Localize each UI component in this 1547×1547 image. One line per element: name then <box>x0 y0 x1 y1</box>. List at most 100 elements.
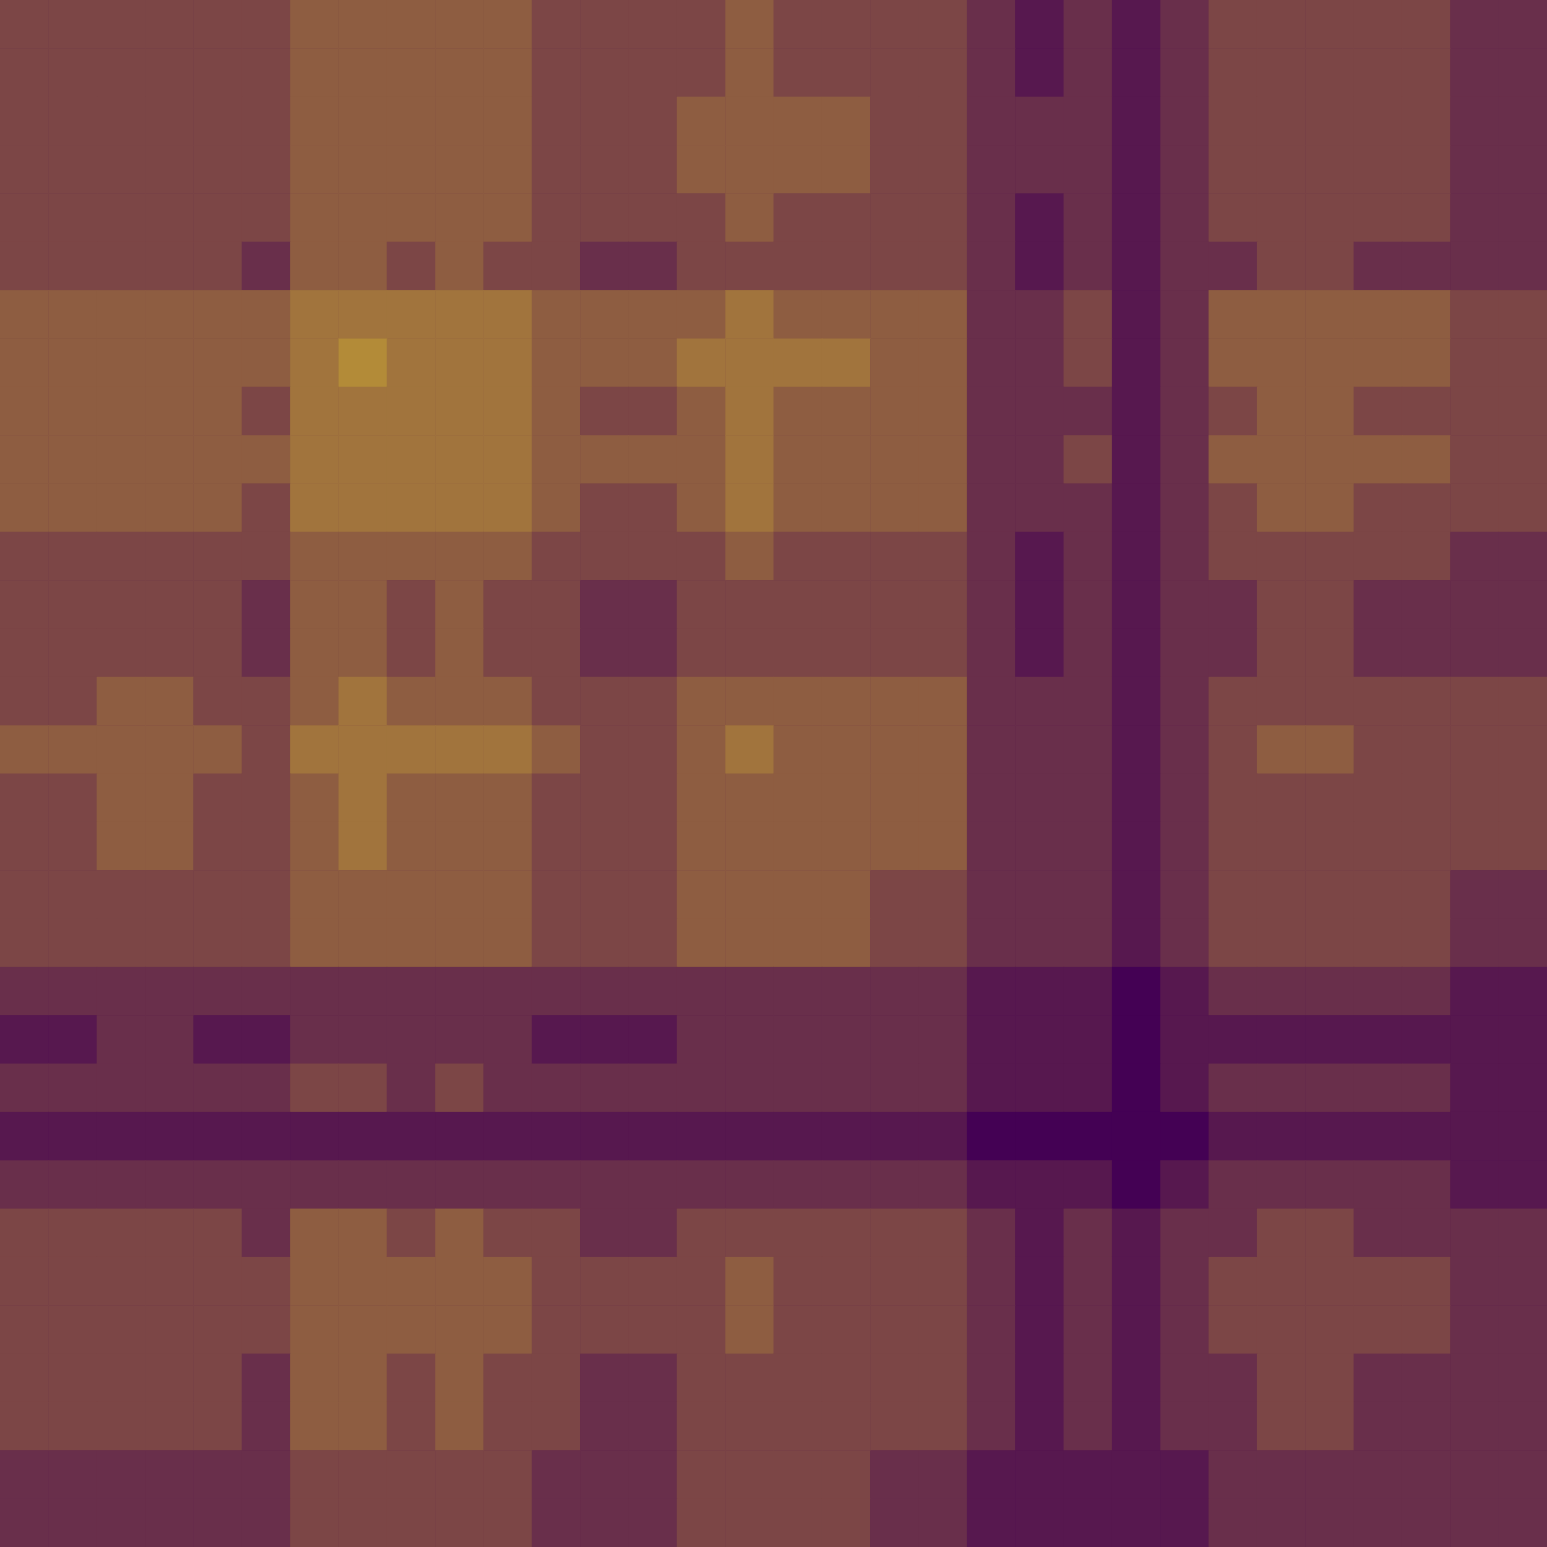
heatmap-cell <box>1450 1354 1499 1403</box>
heatmap-cell <box>435 1015 484 1064</box>
heatmap-cell <box>97 0 146 49</box>
heatmap-cell <box>0 822 49 871</box>
heatmap-cell <box>0 435 49 484</box>
heatmap-cell <box>1305 1112 1354 1161</box>
heatmap-cell <box>532 580 581 629</box>
heatmap-cell <box>435 774 484 823</box>
heatmap-cell <box>435 628 484 677</box>
heatmap-cell <box>1402 338 1451 387</box>
heatmap-cell <box>677 387 726 436</box>
heatmap-cell <box>483 1112 532 1161</box>
heatmap-cell <box>97 1402 146 1451</box>
heatmap-cell <box>774 677 823 726</box>
heatmap-cell <box>822 1015 871 1064</box>
heatmap-cell <box>725 677 774 726</box>
heatmap-cell <box>48 338 97 387</box>
heatmap-cell <box>532 628 581 677</box>
heatmap-cell <box>145 1354 194 1403</box>
heatmap-cell <box>870 967 919 1016</box>
heatmap-cell <box>0 1015 49 1064</box>
heatmap-cell <box>677 435 726 484</box>
heatmap-cell <box>290 919 339 968</box>
heatmap-cell <box>483 1450 532 1499</box>
heatmap-cell <box>1160 628 1209 677</box>
heatmap-cell <box>532 145 581 194</box>
heatmap-cell <box>967 48 1016 97</box>
heatmap-cell <box>290 0 339 49</box>
heatmap-cell <box>145 338 194 387</box>
heatmap-cell <box>97 338 146 387</box>
heatmap-cell <box>580 193 629 242</box>
heatmap-cell <box>870 97 919 146</box>
heatmap-cell <box>1305 387 1354 436</box>
heatmap-cell <box>1015 532 1064 581</box>
heatmap-cell <box>1499 97 1547 146</box>
heatmap-cell <box>97 97 146 146</box>
heatmap-cell <box>870 822 919 871</box>
heatmap-cell <box>1499 725 1547 774</box>
heatmap-cell <box>1112 48 1161 97</box>
heatmap-cell <box>1112 1354 1161 1403</box>
heatmap-cell <box>870 1064 919 1113</box>
heatmap-cell <box>967 870 1016 919</box>
heatmap-cell <box>193 1015 242 1064</box>
heatmap-cell <box>338 97 387 146</box>
heatmap-cell <box>1402 1112 1451 1161</box>
heatmap-cell <box>145 1160 194 1209</box>
heatmap-cell <box>967 725 1016 774</box>
heatmap-cell <box>338 1160 387 1209</box>
heatmap-cell <box>1064 48 1113 97</box>
heatmap-cell <box>1015 1354 1064 1403</box>
heatmap-cell <box>774 1064 823 1113</box>
heatmap-cell <box>822 97 871 146</box>
heatmap-cell <box>1354 1209 1403 1258</box>
heatmap-cell <box>97 1112 146 1161</box>
heatmap-cell <box>774 967 823 1016</box>
heatmap-cell <box>1402 628 1451 677</box>
heatmap-cell <box>242 532 291 581</box>
heatmap-cell <box>290 870 339 919</box>
heatmap-cell <box>1499 1450 1547 1499</box>
heatmap-cell <box>822 822 871 871</box>
heatmap-cell <box>1305 1450 1354 1499</box>
heatmap-cell <box>774 1257 823 1306</box>
heatmap-cell <box>1015 1450 1064 1499</box>
heatmap-cell <box>1499 1499 1547 1547</box>
heatmap-cell <box>387 677 436 726</box>
heatmap-cell <box>1015 1305 1064 1354</box>
heatmap-cell <box>725 1402 774 1451</box>
heatmap-cell <box>725 822 774 871</box>
heatmap-cell <box>145 967 194 1016</box>
heatmap-cell <box>0 1112 49 1161</box>
heatmap-cell <box>290 48 339 97</box>
heatmap-cell <box>870 1305 919 1354</box>
heatmap-cell <box>580 387 629 436</box>
heatmap-cell <box>145 290 194 339</box>
heatmap-cell <box>822 1209 871 1258</box>
heatmap-cell <box>628 1450 677 1499</box>
heatmap-cell <box>919 1160 968 1209</box>
heatmap-cell <box>1499 967 1547 1016</box>
heatmap-cell <box>1015 774 1064 823</box>
heatmap-cell <box>870 1209 919 1258</box>
heatmap-cell <box>774 725 823 774</box>
heatmap-cell <box>1112 1450 1161 1499</box>
heatmap-cell <box>97 387 146 436</box>
heatmap-cell <box>0 870 49 919</box>
heatmap-cell <box>677 483 726 532</box>
heatmap-cell <box>1499 1015 1547 1064</box>
heatmap-cell <box>1499 580 1547 629</box>
heatmap-cell <box>338 967 387 1016</box>
heatmap-cell <box>1305 725 1354 774</box>
heatmap-cell <box>967 1257 1016 1306</box>
heatmap-cell <box>725 1064 774 1113</box>
heatmap-cell <box>677 1160 726 1209</box>
heatmap-cell <box>435 1064 484 1113</box>
heatmap-cell <box>1305 483 1354 532</box>
heatmap-cell <box>919 919 968 968</box>
heatmap-cell <box>193 1112 242 1161</box>
heatmap-cell <box>967 1112 1016 1161</box>
heatmap-cell <box>435 919 484 968</box>
heatmap-cell <box>919 290 968 339</box>
heatmap-cell <box>193 1209 242 1258</box>
